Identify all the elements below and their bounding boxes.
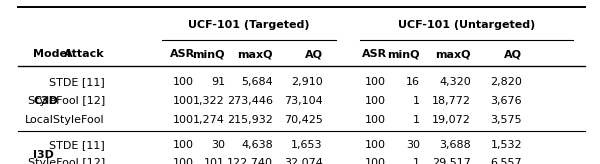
Text: 1,532: 1,532 bbox=[490, 140, 522, 150]
Text: 19,072: 19,072 bbox=[432, 115, 471, 125]
Text: StyleFool [12]: StyleFool [12] bbox=[28, 158, 105, 164]
Text: 3,575: 3,575 bbox=[490, 115, 522, 125]
Text: 30: 30 bbox=[406, 140, 420, 150]
Text: 100: 100 bbox=[173, 140, 193, 150]
Text: 1,322: 1,322 bbox=[193, 96, 225, 106]
Text: Attack: Attack bbox=[64, 49, 105, 59]
Text: 30: 30 bbox=[211, 140, 225, 150]
Text: Model: Model bbox=[33, 49, 71, 59]
Text: STDE [11]: STDE [11] bbox=[49, 77, 105, 87]
Text: AQ: AQ bbox=[504, 49, 522, 59]
Text: 1,653: 1,653 bbox=[292, 140, 323, 150]
Text: 4,320: 4,320 bbox=[439, 77, 471, 87]
Text: 3,688: 3,688 bbox=[439, 140, 471, 150]
Text: 16: 16 bbox=[406, 77, 420, 87]
Text: 2,820: 2,820 bbox=[490, 77, 522, 87]
Text: 6,557: 6,557 bbox=[490, 158, 522, 164]
Text: 91: 91 bbox=[211, 77, 225, 87]
Text: 1: 1 bbox=[413, 115, 420, 125]
Text: 122,740: 122,740 bbox=[227, 158, 273, 164]
Text: 100: 100 bbox=[365, 96, 386, 106]
Text: 4,638: 4,638 bbox=[241, 140, 273, 150]
Text: ASR: ASR bbox=[362, 49, 388, 59]
Text: 1: 1 bbox=[413, 158, 420, 164]
Text: 32,074: 32,074 bbox=[284, 158, 323, 164]
Text: StyleFool [12]: StyleFool [12] bbox=[28, 96, 105, 106]
Text: 18,772: 18,772 bbox=[432, 96, 471, 106]
Text: 100: 100 bbox=[173, 96, 193, 106]
Text: 5,684: 5,684 bbox=[241, 77, 273, 87]
Text: ASR: ASR bbox=[170, 49, 196, 59]
Text: 1: 1 bbox=[413, 96, 420, 106]
Text: minQ: minQ bbox=[193, 49, 225, 59]
Text: 29,517: 29,517 bbox=[432, 158, 471, 164]
Text: C3D: C3D bbox=[33, 96, 58, 106]
Text: 273,446: 273,446 bbox=[227, 96, 273, 106]
Text: STDE [11]: STDE [11] bbox=[49, 140, 105, 150]
Text: 1,274: 1,274 bbox=[193, 115, 225, 125]
Text: 3,676: 3,676 bbox=[490, 96, 522, 106]
Text: 100: 100 bbox=[173, 158, 193, 164]
Text: 100: 100 bbox=[365, 77, 386, 87]
Text: UCF-101 (Targeted): UCF-101 (Targeted) bbox=[188, 20, 310, 30]
Text: 2,910: 2,910 bbox=[291, 77, 323, 87]
Text: 73,104: 73,104 bbox=[284, 96, 323, 106]
Text: maxQ: maxQ bbox=[238, 49, 273, 59]
Text: 100: 100 bbox=[365, 115, 386, 125]
Text: minQ: minQ bbox=[388, 49, 420, 59]
Text: maxQ: maxQ bbox=[436, 49, 471, 59]
Text: 100: 100 bbox=[365, 158, 386, 164]
Text: AQ: AQ bbox=[305, 49, 323, 59]
Text: 215,932: 215,932 bbox=[227, 115, 273, 125]
Text: 101: 101 bbox=[204, 158, 225, 164]
Text: LocalStyleFool: LocalStyleFool bbox=[25, 115, 105, 125]
Text: 100: 100 bbox=[173, 115, 193, 125]
Text: 70,425: 70,425 bbox=[284, 115, 323, 125]
Text: UCF-101 (Untargeted): UCF-101 (Untargeted) bbox=[398, 20, 535, 30]
Text: 100: 100 bbox=[365, 140, 386, 150]
Text: 100: 100 bbox=[173, 77, 193, 87]
Text: I3D: I3D bbox=[33, 150, 54, 160]
